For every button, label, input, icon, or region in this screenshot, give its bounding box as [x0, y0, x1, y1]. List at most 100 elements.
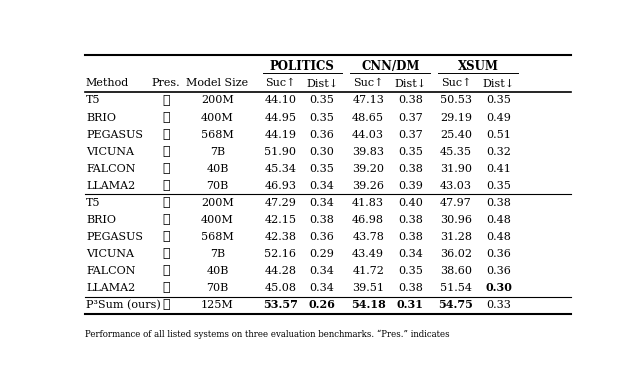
Text: 48.65: 48.65 — [352, 113, 384, 122]
Text: ✗: ✗ — [162, 145, 170, 158]
Text: 51.54: 51.54 — [440, 283, 472, 293]
Text: 30.96: 30.96 — [440, 215, 472, 225]
Text: 0.34: 0.34 — [310, 266, 335, 276]
Text: Dist↓: Dist↓ — [306, 78, 338, 88]
Text: 36.02: 36.02 — [440, 249, 472, 259]
Text: 0.26: 0.26 — [308, 300, 335, 310]
Text: 0.34: 0.34 — [310, 283, 335, 293]
Text: 0.38: 0.38 — [398, 96, 423, 106]
Text: 44.28: 44.28 — [264, 266, 296, 276]
Text: 41.83: 41.83 — [352, 198, 384, 208]
Text: 45.35: 45.35 — [440, 147, 472, 157]
Text: 0.38: 0.38 — [398, 164, 423, 174]
Text: 70B: 70B — [206, 283, 228, 293]
Text: 0.35: 0.35 — [310, 113, 335, 122]
Text: 54.75: 54.75 — [438, 300, 474, 310]
Text: Pres.: Pres. — [152, 78, 180, 88]
Text: 0.38: 0.38 — [310, 215, 335, 225]
Text: 0.48: 0.48 — [486, 232, 511, 242]
Text: Suc↑: Suc↑ — [265, 78, 296, 88]
Text: ✗: ✗ — [162, 162, 170, 175]
Text: 0.34: 0.34 — [398, 249, 423, 259]
Text: 0.51: 0.51 — [486, 129, 511, 139]
Text: 200M: 200M — [201, 96, 234, 106]
Text: 52.16: 52.16 — [264, 249, 296, 259]
Text: 0.39: 0.39 — [398, 180, 423, 190]
Text: P³Sum (ours): P³Sum (ours) — [86, 300, 161, 310]
Text: Suc↑: Suc↑ — [441, 78, 471, 88]
Text: 0.41: 0.41 — [486, 164, 511, 174]
Text: 39.26: 39.26 — [352, 180, 384, 190]
Text: ✗: ✗ — [162, 128, 170, 141]
Text: ✗: ✗ — [162, 179, 170, 192]
Text: 53.57: 53.57 — [263, 300, 298, 310]
Text: 7B: 7B — [210, 249, 225, 259]
Text: 25.40: 25.40 — [440, 129, 472, 139]
Text: 42.15: 42.15 — [264, 215, 296, 225]
Text: 0.48: 0.48 — [486, 215, 511, 225]
Text: 400M: 400M — [201, 113, 234, 122]
Text: 38.60: 38.60 — [440, 266, 472, 276]
Text: XSUM: XSUM — [458, 60, 499, 73]
Text: ✗: ✗ — [162, 111, 170, 124]
Text: 125M: 125M — [201, 300, 234, 310]
Text: ✓: ✓ — [162, 264, 170, 277]
Text: 0.35: 0.35 — [486, 180, 511, 190]
Text: 0.36: 0.36 — [486, 266, 511, 276]
Text: 44.95: 44.95 — [264, 113, 296, 122]
Text: 50.53: 50.53 — [440, 96, 472, 106]
Text: 568M: 568M — [201, 129, 234, 139]
Text: 46.98: 46.98 — [352, 215, 384, 225]
Text: 200M: 200M — [201, 198, 234, 208]
Text: 45.08: 45.08 — [264, 283, 296, 293]
Text: 43.78: 43.78 — [352, 232, 384, 242]
Text: LLAMA2: LLAMA2 — [86, 283, 135, 293]
Text: 29.19: 29.19 — [440, 113, 472, 122]
Text: 0.35: 0.35 — [310, 164, 335, 174]
Text: 0.38: 0.38 — [398, 283, 423, 293]
Text: 44.10: 44.10 — [264, 96, 296, 106]
Text: 44.03: 44.03 — [352, 129, 384, 139]
Text: 31.28: 31.28 — [440, 232, 472, 242]
Text: 0.31: 0.31 — [397, 300, 424, 310]
Text: 40B: 40B — [206, 266, 228, 276]
Text: 70B: 70B — [206, 180, 228, 190]
Text: 39.51: 39.51 — [352, 283, 384, 293]
Text: 43.49: 43.49 — [352, 249, 384, 259]
Text: 0.38: 0.38 — [398, 232, 423, 242]
Text: 0.37: 0.37 — [398, 129, 422, 139]
Text: 54.18: 54.18 — [351, 300, 385, 310]
Text: 0.30: 0.30 — [485, 282, 512, 293]
Text: 47.97: 47.97 — [440, 198, 472, 208]
Text: ✓: ✓ — [162, 230, 170, 243]
Text: T5: T5 — [86, 96, 100, 106]
Text: ✓: ✓ — [162, 281, 170, 294]
Text: T5: T5 — [86, 198, 100, 208]
Text: ✓: ✓ — [162, 247, 170, 260]
Text: 0.37: 0.37 — [398, 113, 422, 122]
Text: ✓: ✓ — [162, 298, 170, 311]
Text: ✗: ✗ — [162, 94, 170, 107]
Text: FALCON: FALCON — [86, 266, 136, 276]
Text: 0.35: 0.35 — [398, 147, 423, 157]
Text: ✓: ✓ — [162, 196, 170, 209]
Text: 47.13: 47.13 — [352, 96, 384, 106]
Text: 0.32: 0.32 — [486, 147, 511, 157]
Text: 40B: 40B — [206, 164, 228, 174]
Text: Model Size: Model Size — [186, 78, 248, 88]
Text: 51.90: 51.90 — [264, 147, 296, 157]
Text: 0.35: 0.35 — [310, 96, 335, 106]
Text: 46.93: 46.93 — [264, 180, 296, 190]
Text: 31.90: 31.90 — [440, 164, 472, 174]
Text: 45.34: 45.34 — [264, 164, 296, 174]
Text: 44.19: 44.19 — [264, 129, 296, 139]
Text: 41.72: 41.72 — [352, 266, 384, 276]
Text: FALCON: FALCON — [86, 164, 136, 174]
Text: 568M: 568M — [201, 232, 234, 242]
Text: 7B: 7B — [210, 147, 225, 157]
Text: 42.38: 42.38 — [264, 232, 296, 242]
Text: 400M: 400M — [201, 215, 234, 225]
Text: 0.30: 0.30 — [310, 147, 335, 157]
Text: Dist↓: Dist↓ — [483, 78, 515, 88]
Text: 39.20: 39.20 — [352, 164, 384, 174]
